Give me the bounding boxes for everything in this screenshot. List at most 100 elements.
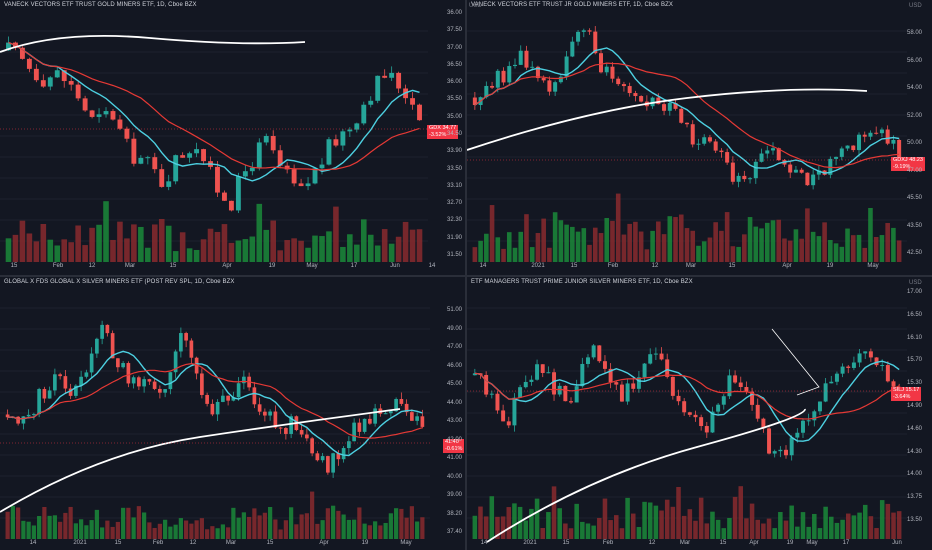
time-axis-label: Feb: [602, 540, 614, 546]
volume-bar: [37, 516, 42, 539]
candle-body: [874, 132, 879, 134]
volume-bar: [506, 232, 512, 262]
price-axis-label: 34.50: [447, 131, 463, 137]
candle-body: [256, 142, 262, 168]
volume-bar: [138, 226, 144, 262]
candle-body: [315, 453, 320, 461]
volume-bar: [151, 224, 158, 262]
volume-bar: [608, 520, 613, 539]
candle: [759, 148, 764, 163]
candle-body: [347, 129, 353, 132]
volume-bar: [121, 507, 126, 539]
candle: [231, 391, 236, 402]
volume-bar: [602, 498, 608, 539]
candle-body: [776, 148, 781, 161]
candle: [252, 381, 257, 409]
candle: [54, 66, 60, 78]
candle: [702, 134, 707, 146]
candle: [166, 174, 172, 191]
candle-body: [738, 382, 743, 387]
candle-body: [784, 449, 788, 456]
chart-panel-gdx[interactable]: VANECK VECTORS ETF TRUST GOLD MINERS ETF…: [0, 0, 465, 275]
volume-bar: [100, 527, 105, 539]
candle-body: [530, 66, 535, 68]
volume-bar: [661, 234, 667, 262]
candle-body: [693, 414, 698, 418]
ma-long-line: [0, 35, 306, 53]
time-axis-label: Mar: [679, 540, 691, 546]
price-axis-label: 45.00: [447, 381, 463, 387]
time-axis-label: 14: [29, 540, 37, 546]
volume-bar: [284, 240, 290, 262]
candle: [415, 412, 419, 426]
candle-body: [710, 411, 715, 433]
candle-body: [347, 441, 351, 449]
candle-body: [778, 449, 783, 452]
candle: [354, 122, 360, 133]
last-price: 34.77: [442, 125, 457, 131]
candle-body: [673, 103, 678, 109]
time-axis-label: 19: [786, 540, 794, 546]
volume-bar: [730, 246, 736, 262]
volume-bar: [478, 240, 483, 262]
candle-body: [806, 420, 811, 422]
candle: [326, 136, 332, 166]
candle-body: [834, 373, 839, 382]
volume-bar: [574, 503, 579, 539]
candle: [670, 376, 675, 400]
chart-panel-gdxj[interactable]: VANECK VECTORS ETF TRUST JR GOLD MINERS …: [447, 0, 932, 275]
volume-bar: [263, 229, 270, 262]
chart-canvas[interactable]: [467, 0, 932, 275]
volume-bar: [879, 500, 885, 539]
candle: [221, 389, 225, 403]
volume-bar: [489, 205, 495, 262]
volume-bar: [115, 521, 120, 539]
candle: [829, 375, 834, 384]
price-axis-label: 47.00: [907, 167, 923, 174]
chart-canvas[interactable]: [467, 277, 932, 550]
chart-panel-silj[interactable]: ETF MANAGERS TRUST PRIME JUNIOR SILVER M…: [447, 277, 932, 550]
chart-canvas[interactable]: [0, 277, 465, 550]
candle: [26, 409, 31, 417]
volume-bar: [360, 219, 367, 262]
volume-bar: [416, 229, 423, 262]
volume-bar: [291, 238, 297, 262]
price-axis-label: 13.50: [907, 517, 923, 523]
panel-divider-horizontal[interactable]: [0, 275, 932, 277]
volume-bar: [147, 522, 152, 539]
volume-bar: [541, 218, 546, 262]
candle: [145, 155, 151, 165]
candle: [778, 446, 783, 458]
candle: [472, 91, 477, 110]
trendline-annotation: [771, 328, 820, 396]
volume-bar: [310, 491, 315, 539]
volume-bar: [696, 245, 701, 262]
volume-bar: [5, 238, 12, 262]
candle: [662, 99, 667, 116]
chart-canvas[interactable]: [0, 0, 465, 275]
volume-bar: [667, 216, 673, 262]
time-axis-label: 14: [479, 263, 487, 269]
candle: [110, 330, 115, 359]
candle: [506, 416, 511, 429]
candle: [679, 106, 684, 124]
candle-body: [21, 416, 26, 424]
volume-bar: [325, 508, 330, 539]
candle-body: [495, 70, 500, 88]
chart-panel-sil[interactable]: GLOBAL X FDS GLOBAL X SILVER MINERS ETF …: [0, 277, 465, 550]
candle: [489, 390, 494, 399]
volume-bar: [220, 524, 225, 539]
candle-body: [580, 363, 585, 387]
candle: [84, 369, 89, 379]
candle-body: [639, 96, 644, 102]
candle-body: [95, 338, 99, 354]
volume-bar: [273, 519, 278, 539]
volume-bar: [772, 528, 777, 539]
price-axis-label: 43.50: [907, 222, 923, 229]
candle-body: [642, 363, 647, 378]
volume-bar: [812, 513, 817, 539]
price-axis-label: 46.00: [447, 362, 463, 369]
price-axis-label: 47.00: [447, 344, 463, 350]
candle-body: [357, 422, 362, 432]
candle: [639, 95, 644, 103]
